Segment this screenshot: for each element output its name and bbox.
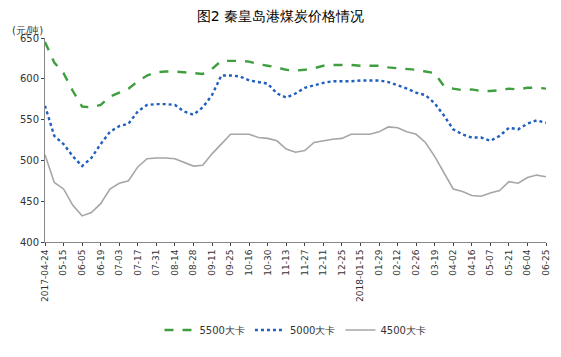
svg-text:01-29: 01-29 bbox=[374, 249, 384, 275]
svg-text:5500大卡: 5500大卡 bbox=[200, 325, 245, 336]
svg-text:10-16: 10-16 bbox=[244, 249, 254, 275]
svg-text:05-21: 05-21 bbox=[504, 250, 514, 276]
svg-text:06-05: 06-05 bbox=[77, 250, 87, 276]
svg-text:11-13: 11-13 bbox=[281, 250, 291, 276]
svg-text:04-02: 04-02 bbox=[448, 250, 458, 276]
svg-text:11-27: 11-27 bbox=[300, 250, 310, 276]
svg-text:图2 秦皇岛港煤炭价格情况: 图2 秦皇岛港煤炭价格情况 bbox=[197, 8, 364, 24]
svg-text:400: 400 bbox=[20, 237, 39, 248]
svg-text:4500大卡: 4500大卡 bbox=[380, 325, 425, 336]
svg-text:05-15: 05-15 bbox=[58, 250, 68, 276]
svg-text:02-26: 02-26 bbox=[411, 249, 421, 275]
svg-text:550: 550 bbox=[20, 114, 39, 125]
svg-text:12-11: 12-11 bbox=[318, 250, 328, 276]
svg-text:06-19: 06-19 bbox=[96, 249, 106, 275]
svg-text:2017-04-24: 2017-04-24 bbox=[40, 249, 50, 302]
svg-text:07-03: 07-03 bbox=[114, 250, 124, 276]
svg-text:04-16: 04-16 bbox=[467, 249, 477, 275]
svg-text:2018-01-15: 2018-01-15 bbox=[355, 250, 365, 302]
svg-text:450: 450 bbox=[20, 196, 39, 207]
svg-text:09-11: 09-11 bbox=[207, 250, 217, 276]
svg-text:05-07: 05-07 bbox=[485, 250, 495, 276]
svg-text:08-14: 08-14 bbox=[170, 249, 180, 275]
svg-text:06-25: 06-25 bbox=[541, 250, 551, 276]
svg-text:08-28: 08-28 bbox=[188, 249, 198, 275]
svg-text:600: 600 bbox=[20, 73, 39, 84]
svg-text:07-17: 07-17 bbox=[133, 250, 143, 276]
svg-text:5000大卡: 5000大卡 bbox=[290, 325, 335, 336]
svg-text:06-04: 06-04 bbox=[522, 249, 532, 275]
svg-text:09-25: 09-25 bbox=[225, 250, 235, 276]
svg-text:07-31: 07-31 bbox=[151, 250, 161, 276]
svg-text:10-30: 10-30 bbox=[263, 249, 273, 275]
svg-text:03-19: 03-19 bbox=[430, 249, 440, 275]
svg-text:12-25: 12-25 bbox=[337, 250, 347, 276]
svg-text:02-12: 02-12 bbox=[392, 250, 402, 276]
svg-text:(元/吨): (元/吨) bbox=[12, 25, 43, 36]
svg-text:500: 500 bbox=[20, 155, 39, 166]
svg-text:650: 650 bbox=[20, 33, 39, 44]
